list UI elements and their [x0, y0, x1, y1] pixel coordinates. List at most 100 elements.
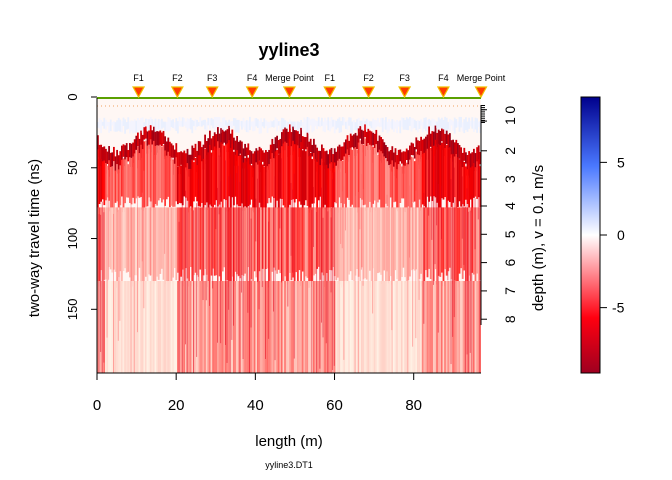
trace-streak [287, 202, 289, 307]
trace-segment [170, 143, 173, 162]
trace-segment [413, 161, 416, 202]
trace-streak [281, 158, 282, 283]
trace-segment [189, 281, 192, 373]
trace-segment [161, 118, 163, 129]
trace-segment [442, 143, 445, 200]
depth-tick-label: 8 [502, 315, 518, 323]
trace-segment [365, 281, 368, 373]
trace-segment [202, 119, 205, 126]
trace-segment [175, 281, 178, 373]
trace-streak [197, 178, 199, 277]
trace-segment [333, 119, 336, 134]
x-axis-ticks: 0 20 40 60 80 [93, 373, 422, 414]
trace-streak [479, 194, 481, 373]
trace-segment [108, 281, 110, 373]
trace-segment [425, 281, 427, 373]
trace-segment [479, 152, 481, 165]
trace-segment [260, 148, 262, 173]
trace-segment [167, 137, 170, 158]
trace-streak [450, 179, 452, 365]
trace-segment [186, 163, 189, 201]
trace-segment [132, 156, 134, 198]
trace-segment [463, 119, 466, 134]
trace-segment [417, 154, 419, 209]
trace-segment [431, 118, 434, 133]
trace-segment [306, 132, 309, 152]
trace-streak [465, 206, 466, 373]
trace-segment [215, 281, 218, 373]
chart-title: yyline3 [258, 40, 319, 60]
trace-streak [137, 168, 138, 333]
trace-segment [223, 131, 226, 143]
trace-segment [413, 119, 416, 128]
trace-segment [404, 207, 406, 278]
trace-segment [127, 281, 130, 373]
trace-segment [385, 207, 387, 287]
trace-segment [106, 121, 109, 127]
trace-segment [377, 155, 379, 203]
trace-segment [119, 165, 122, 206]
trace-segment [383, 207, 386, 271]
trace-segment [297, 281, 299, 373]
trace-segment [218, 281, 221, 373]
trace-segment [169, 118, 171, 131]
trace-segment [165, 155, 168, 200]
trace-segment [116, 149, 118, 172]
trace-segment [292, 126, 294, 144]
trace-segment [471, 166, 474, 213]
trace-segment [329, 149, 331, 171]
trace-segment [471, 117, 474, 129]
trace-segment [257, 150, 259, 172]
trace-segment [277, 154, 280, 209]
trace-segment [223, 117, 226, 132]
trace-segment [447, 134, 450, 149]
trace-segment [199, 155, 202, 207]
trace-segment [317, 150, 320, 167]
trace-segment [173, 149, 176, 175]
trace-segment [457, 121, 459, 127]
trace-segment [130, 143, 133, 168]
trace-segment [156, 207, 158, 277]
trace-segment [261, 121, 264, 127]
trace-segment [111, 152, 114, 167]
trace-segment [197, 281, 200, 373]
trace-streak [233, 196, 234, 326]
trace-segment [145, 281, 147, 373]
trace-segment [209, 118, 211, 130]
trace-segment [463, 281, 466, 373]
trace-segment [188, 154, 190, 177]
trace-segment [197, 207, 200, 287]
x-axis-label: length (m) [255, 433, 323, 450]
trace-segment [436, 132, 438, 150]
trace-streak [236, 173, 238, 281]
trace-segment [106, 151, 109, 165]
trace-segment [189, 168, 192, 207]
trace-segment [359, 126, 362, 139]
trace-segment [421, 153, 424, 205]
trace-segment [241, 120, 243, 130]
trace-segment [146, 207, 149, 284]
trace-segment [225, 130, 227, 145]
trace-segment [133, 119, 136, 133]
trace-segment [141, 149, 144, 210]
trace-segment [277, 140, 280, 154]
trace-segment [234, 154, 237, 197]
trace-segment [321, 158, 323, 209]
trace-segment [285, 281, 288, 373]
trace-segment [170, 207, 173, 284]
trace-segment [426, 134, 429, 160]
trace-segment [274, 117, 277, 127]
trace-segment [463, 147, 466, 161]
trace-segment [458, 116, 461, 132]
trace-segment [103, 160, 106, 206]
trace-segment [287, 131, 290, 157]
trace-segment [409, 281, 411, 373]
y-axis-ticks: 0 50 100 150 [65, 93, 97, 320]
trace-segment [389, 281, 392, 373]
trace-segment [183, 164, 186, 197]
trace-segment [405, 207, 408, 283]
trace-segment [260, 118, 262, 134]
trace-segment [362, 130, 365, 145]
trace-segment [476, 118, 478, 133]
trace-segment [258, 120, 261, 134]
